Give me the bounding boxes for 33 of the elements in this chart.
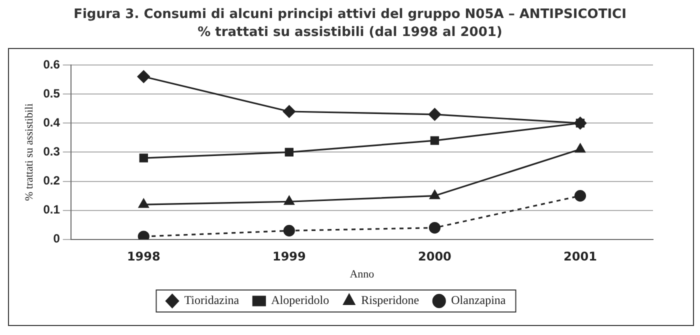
point: [282, 105, 296, 118]
chart-subtitle: % trattati su assistibili (dal 1998 al 2001): [196, 24, 504, 42]
point: [428, 222, 441, 234]
x-axis-title: Anno: [350, 268, 375, 280]
y-tick-label: 0: [53, 232, 60, 246]
x-tick-label: 2001: [564, 250, 597, 264]
y-tick-label: 0.6: [43, 57, 60, 72]
point: [575, 143, 586, 153]
point: [430, 190, 440, 200]
point: [139, 154, 148, 162]
point: [138, 198, 149, 208]
point: [430, 136, 440, 145]
legend-label: Aloperidolo: [271, 293, 330, 308]
y-tick-label: 0.3: [43, 144, 60, 159]
point: [138, 230, 150, 240]
y-tick-label: 0.4: [43, 115, 60, 130]
y-tick-label: 0.2: [43, 174, 60, 188]
legend-label: Olanzapina: [451, 293, 506, 308]
legend-label: Risperidone: [361, 293, 420, 308]
x-tick-label: 1998: [126, 250, 160, 264]
point: [137, 70, 150, 83]
point: [283, 224, 295, 236]
x-tick-label: 2000: [418, 250, 452, 264]
point: [574, 190, 586, 202]
y-tick-label: 0.1: [43, 202, 60, 217]
y-tick-label: 0.5: [43, 86, 60, 100]
chart-title: Figura 3. Consumi di alcuni principi attivi del gruppo N05A – ANTIPSICOTICI: [72, 6, 628, 24]
y-axis-title: % trattati su assistibili: [23, 103, 36, 201]
x-tick-label: 1999: [272, 250, 306, 264]
point: [428, 108, 442, 121]
legend-label: Tioridazina: [184, 293, 240, 308]
point: [284, 148, 294, 157]
point: [284, 196, 294, 205]
